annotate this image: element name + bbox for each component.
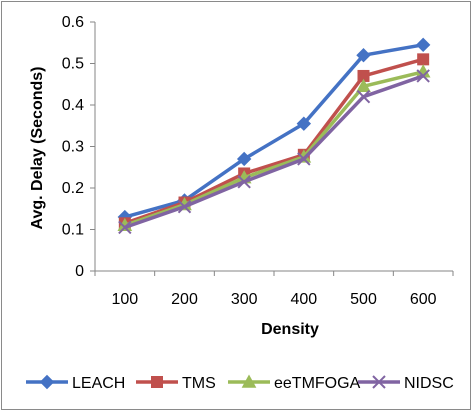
data-point-nidsc bbox=[297, 152, 311, 166]
legend-swatch-marker bbox=[372, 375, 386, 389]
series-leach bbox=[117, 37, 431, 225]
data-point-leach bbox=[236, 151, 252, 167]
y-axis-title: Avg. Delay (Seconds) bbox=[29, 66, 46, 229]
y-tick-label: 0.4 bbox=[62, 97, 84, 114]
data-point-nidsc-stroke bbox=[297, 152, 311, 166]
x-tick-label: 300 bbox=[231, 291, 258, 308]
series-nidsc bbox=[118, 69, 430, 235]
legend-label: TMS bbox=[182, 375, 216, 392]
series-layer bbox=[117, 37, 431, 235]
data-point-nidsc bbox=[356, 89, 371, 104]
series-line-tms bbox=[124, 57, 424, 225]
data-point-nidsc bbox=[118, 220, 132, 235]
legend: LEACH TMS eeTMFOGA NIDSC bbox=[26, 374, 454, 392]
data-point-leach bbox=[356, 47, 371, 63]
y-axis: 0 0.1 0.2 0.3 0.4 0.5 0.6 bbox=[62, 14, 96, 280]
data-point-nidsc-stroke bbox=[177, 199, 192, 214]
legend-label: eeTMFOGA bbox=[274, 375, 361, 392]
series-line-eetmfoga bbox=[124, 70, 424, 228]
y-tick-label: 0.2 bbox=[62, 180, 84, 197]
y-tick-label: 0.5 bbox=[62, 56, 84, 73]
legend-item-leach: LEACH bbox=[26, 374, 125, 392]
data-point-eetmfoga bbox=[356, 78, 371, 93]
series-line-leach bbox=[124, 43, 424, 219]
legend-swatch-marker bbox=[151, 376, 163, 388]
data-point-nidsc-stroke bbox=[416, 69, 430, 83]
x-tick-label: 600 bbox=[410, 291, 437, 308]
series-line-nidsc bbox=[124, 74, 424, 230]
y-tick-label: 0.6 bbox=[62, 14, 84, 31]
data-point-nidsc bbox=[416, 69, 430, 83]
legend-swatch-marker bbox=[241, 374, 257, 388]
data-point-nidsc bbox=[177, 199, 192, 214]
y-tick-label: 0.3 bbox=[62, 139, 84, 156]
x-axis: 100 200 300 400 500 600 bbox=[94, 270, 454, 308]
x-tick-label: 200 bbox=[171, 291, 198, 308]
x-axis-title: Density bbox=[261, 321, 319, 338]
y-tick-label: 0 bbox=[75, 263, 84, 280]
data-point-tms bbox=[417, 53, 430, 66]
legend-swatch-marker-stroke bbox=[372, 375, 386, 389]
x-tick-label: 100 bbox=[111, 291, 138, 308]
x-tick-label: 400 bbox=[290, 291, 317, 308]
data-point-nidsc-stroke bbox=[118, 220, 132, 235]
data-point-nidsc bbox=[237, 175, 251, 189]
data-point-nidsc-stroke bbox=[237, 175, 251, 189]
legend-item-nidsc: NIDSC bbox=[358, 375, 454, 392]
y-tick-label: 0.1 bbox=[62, 222, 84, 239]
legend-label: LEACH bbox=[72, 375, 125, 392]
legend-item-eetmfoga: eeTMFOGA bbox=[228, 374, 361, 392]
legend-swatch-marker bbox=[39, 374, 55, 390]
x-tick-label: 500 bbox=[350, 291, 377, 308]
data-point-leach bbox=[415, 37, 431, 53]
legend-label: NIDSC bbox=[404, 375, 454, 392]
legend-item-tms: TMS bbox=[136, 375, 216, 392]
data-point-leach bbox=[296, 116, 312, 131]
data-point-nidsc-stroke bbox=[356, 89, 371, 104]
